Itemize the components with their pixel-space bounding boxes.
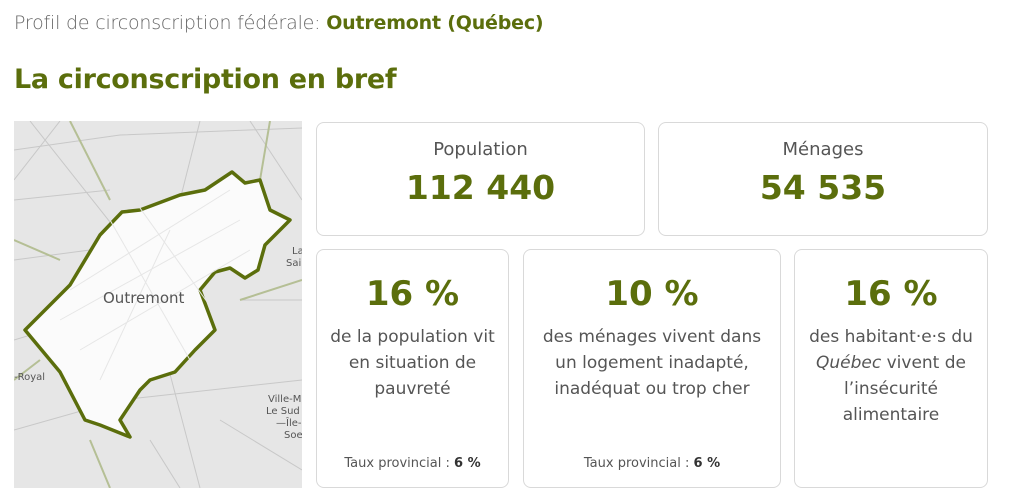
map-svg: Outremont -Royal Ville-M Le Sud —Île- So… <box>14 121 302 488</box>
stat-card: 16 % de la population vit en situation d… <box>316 249 509 488</box>
riding-map: Outremont -Royal Ville-M Le Sud —Île- So… <box>14 121 302 488</box>
provincial-rate: Taux provincial : 6 % <box>524 456 780 471</box>
stat-card: 10 % des ménages vivent dans un logement… <box>523 249 781 488</box>
stat-value: 16 % <box>844 274 938 314</box>
stat-value: 10 % <box>605 274 699 314</box>
stat-description: des habitant·e·s du Québec vivent de l’i… <box>806 324 976 428</box>
page-header: Profil de circonscription fédérale: Outr… <box>14 12 544 34</box>
map-label: Le Sud <box>266 406 300 417</box>
description-text: de la population vit en situation de pau… <box>330 327 495 399</box>
map-label: Soe <box>284 430 302 441</box>
rate-value: 6 % <box>693 456 721 471</box>
stat-value: 16 % <box>365 274 460 314</box>
provincial-rate: Taux provincial : 6 % <box>317 456 508 471</box>
map-label: Sai <box>286 258 301 269</box>
map-label: La <box>292 246 302 257</box>
stat-description: de la population vit en situation de pau… <box>328 324 498 402</box>
card-label: Population <box>433 139 528 160</box>
description-text: des ménages vivent dans un logement inad… <box>542 327 762 399</box>
description-emphasis: Québec <box>815 353 882 373</box>
description-text: des habitant·e·s du <box>809 327 973 347</box>
card-label: Ménages <box>782 139 864 160</box>
map-label: Outremont <box>103 289 185 307</box>
section-title: La circonscription en bref <box>14 64 397 95</box>
summary-card: Ménages 54 535 <box>658 122 988 236</box>
card-value: 54 535 <box>759 168 887 207</box>
stat-description: des ménages vivent dans un logement inad… <box>534 324 770 402</box>
rate-value: 6 % <box>454 456 481 471</box>
map-label: -Royal <box>14 372 45 383</box>
summary-card: Population 112 440 <box>316 122 645 236</box>
riding-name: Outremont (Québec) <box>326 12 544 34</box>
description-text: vivent de l’insécurité alimentaire <box>842 353 967 425</box>
stat-card: 16 % des habitant·e·s du Québec vivent d… <box>794 249 988 488</box>
card-value: 112 440 <box>405 168 556 207</box>
header-prefix: Profil de circonscription fédérale: <box>14 12 321 34</box>
map-label: —Île- <box>276 416 302 429</box>
rate-label: Taux provincial : <box>583 456 690 471</box>
rate-label: Taux provincial : <box>344 456 450 471</box>
map-label: Ville-M <box>268 394 301 405</box>
